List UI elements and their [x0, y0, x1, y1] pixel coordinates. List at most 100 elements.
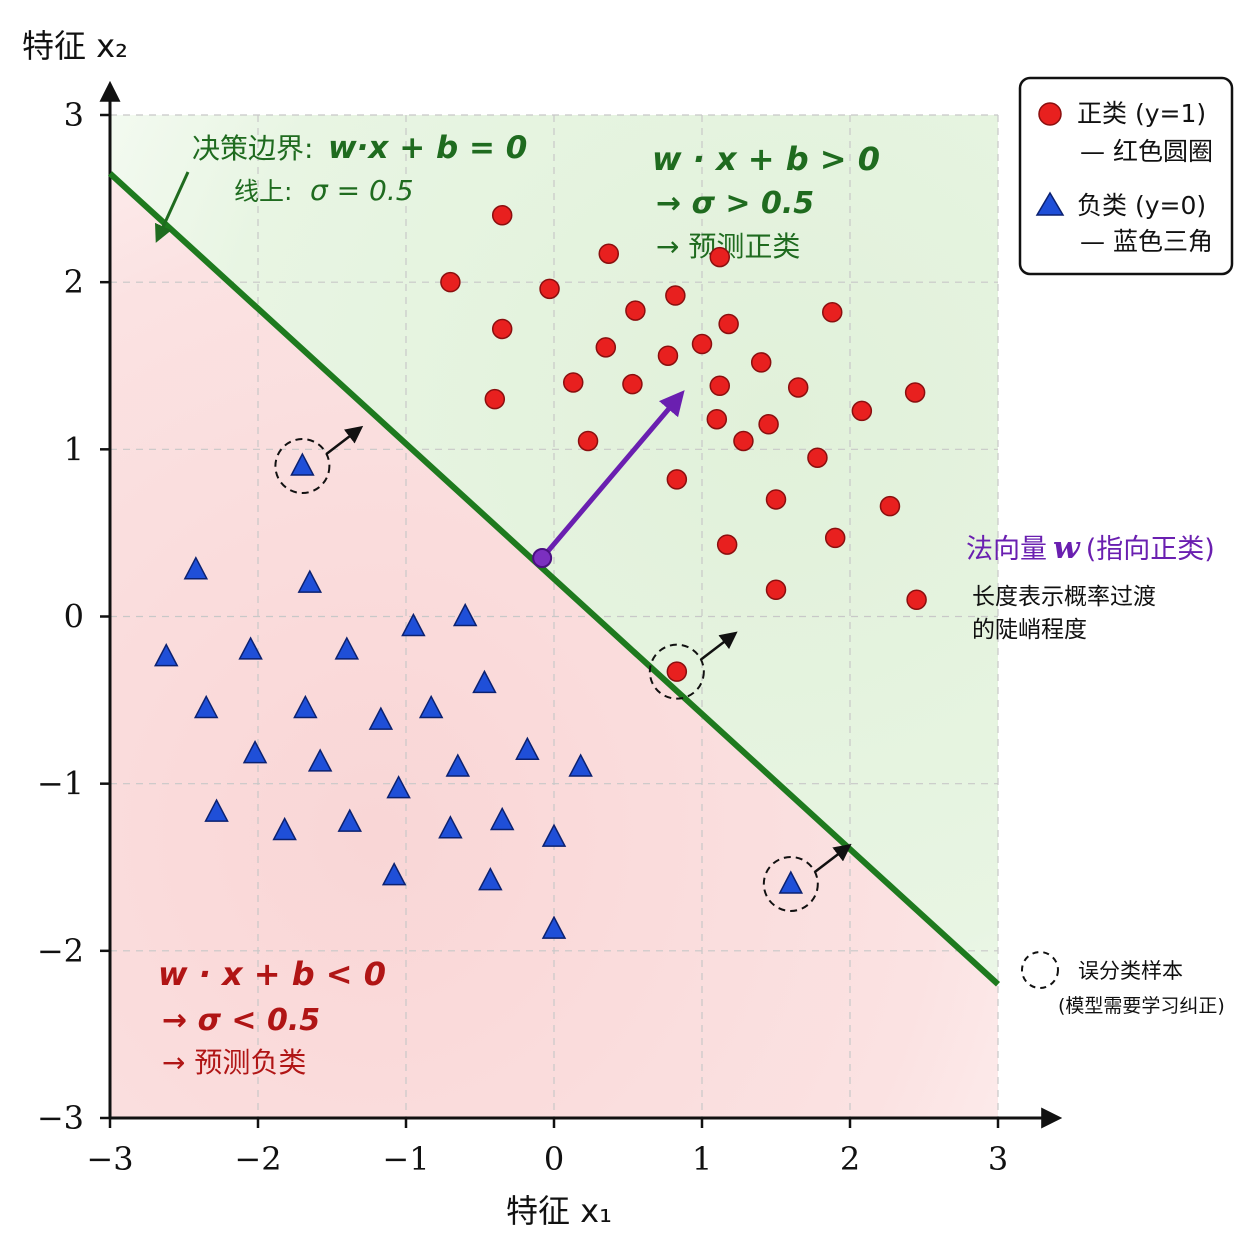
negative-point [386, 775, 411, 799]
boundary-equation: w·x + b = 0 [328, 130, 527, 166]
misclassified-key-sub: (模型需要学习纠正) [1058, 995, 1225, 1017]
negative-point [183, 556, 209, 580]
negative-region [110, 173, 998, 1119]
legend-positive-desc: — 红色圆圈 [1080, 137, 1213, 166]
positive-point [691, 333, 713, 355]
x-axis-title: 特征 x₁ [506, 1192, 612, 1230]
positive-point [491, 205, 513, 226]
positive-point [821, 302, 843, 323]
x-tick-label: 0 [544, 1140, 564, 1178]
normal-title-w: w [1053, 530, 1081, 566]
negative-point [337, 808, 362, 832]
legend-negative-marker [1035, 191, 1065, 216]
positive-point [484, 388, 506, 410]
y-tick-label: 1 [64, 430, 84, 468]
positive-point [750, 352, 772, 373]
positive-point [562, 372, 584, 393]
negative-sigma: → σ < 0.5 [162, 1003, 320, 1038]
normal-vector-arrow [540, 390, 685, 560]
positive-point [904, 382, 926, 403]
positive-point [718, 313, 739, 335]
y-tick-label: 3 [64, 96, 84, 134]
positive-point [906, 589, 927, 611]
grid-lines [110, 114, 999, 1118]
normal-vector-desc-2: 的陡峭程度 [972, 617, 1087, 643]
positive-point [807, 447, 828, 468]
legend-box [1018, 76, 1234, 276]
normal-vector-desc-1: 长度表示概率过渡 [972, 584, 1156, 610]
y-tick-label: −1 [37, 765, 84, 803]
negative-point [334, 636, 360, 660]
misclassified-ring [762, 855, 819, 912]
positive-point [666, 661, 688, 682]
legend-positive-label: 正类 (y=1) [1077, 99, 1206, 128]
negative-point [452, 602, 478, 627]
boundary-sub-label: 线上: [234, 177, 292, 206]
positive-point [851, 400, 873, 422]
positive-point [539, 278, 560, 300]
negative-point [272, 816, 297, 841]
misclassified-markers [274, 425, 852, 912]
positive-point [491, 318, 513, 340]
negative-point [381, 861, 407, 886]
axis-ticks: −3 −2 −1 0 1 2 3 −3 −2 −1 0 1 2 3 [37, 96, 1008, 1178]
negative-point [368, 706, 394, 730]
negative-point [541, 915, 567, 939]
boundary-sub-equation: σ = 0.5 [310, 174, 414, 207]
y-tick-label: 2 [64, 263, 84, 301]
positive-point [666, 469, 688, 490]
negative-point [778, 870, 804, 894]
positive-point [824, 527, 846, 549]
legend-positive-marker [1038, 102, 1062, 126]
misclassified-arrow [814, 843, 852, 873]
negative-point [297, 569, 323, 593]
negative-point [445, 753, 471, 777]
positive-points [440, 205, 927, 682]
negative-point [193, 694, 219, 719]
negative-point [290, 452, 315, 476]
positive-point [665, 285, 686, 306]
negative-prediction: → 预测负类 [162, 1046, 306, 1079]
normal-vector-title: 法向量 w (指向正类) [966, 530, 1215, 566]
negative-point [568, 753, 593, 777]
misclassified-key-marker [1021, 951, 1059, 989]
negative-point [238, 636, 263, 660]
negative-point [515, 736, 540, 760]
negative-point [307, 748, 333, 772]
positive-point [595, 337, 617, 358]
negative-point [418, 694, 444, 719]
positive-point [787, 377, 809, 398]
x-tick-label: −3 [86, 1140, 133, 1178]
positive-point [765, 579, 787, 601]
legend-negative-label: 负类 (y=0) [1077, 191, 1206, 220]
positive-point [716, 534, 738, 555]
misclassified-key-label: 误分类样本 [1078, 959, 1183, 983]
negative-points [154, 452, 804, 939]
positive-sigma: → σ > 0.5 [656, 186, 814, 221]
misclassified-ring [274, 438, 331, 495]
negative-point [204, 798, 229, 822]
boundary-label: 决策边界: [192, 132, 313, 165]
negative-equation: w · x + b < 0 [158, 955, 386, 993]
normal-title-suffix: (指向正类) [1086, 534, 1215, 565]
positive-point [765, 489, 787, 510]
negative-point [401, 612, 426, 637]
positive-point [709, 375, 731, 397]
y-tick-label: −2 [37, 932, 84, 970]
positive-point [879, 495, 901, 517]
positive-point [709, 246, 731, 268]
negative-point [154, 643, 179, 667]
positive-point [657, 345, 679, 366]
misclassified-ring [648, 643, 705, 700]
positive-point [598, 243, 620, 264]
negative-point [478, 867, 503, 891]
negative-point [541, 823, 567, 847]
normal-vector-origin [532, 547, 553, 568]
misclassified-arrow [700, 631, 738, 661]
x-tick-label: 2 [840, 1140, 860, 1178]
positive-point [758, 414, 779, 435]
boundary-pointer-arrow [155, 171, 190, 243]
negative-point [472, 669, 497, 694]
positive-point [440, 271, 461, 293]
